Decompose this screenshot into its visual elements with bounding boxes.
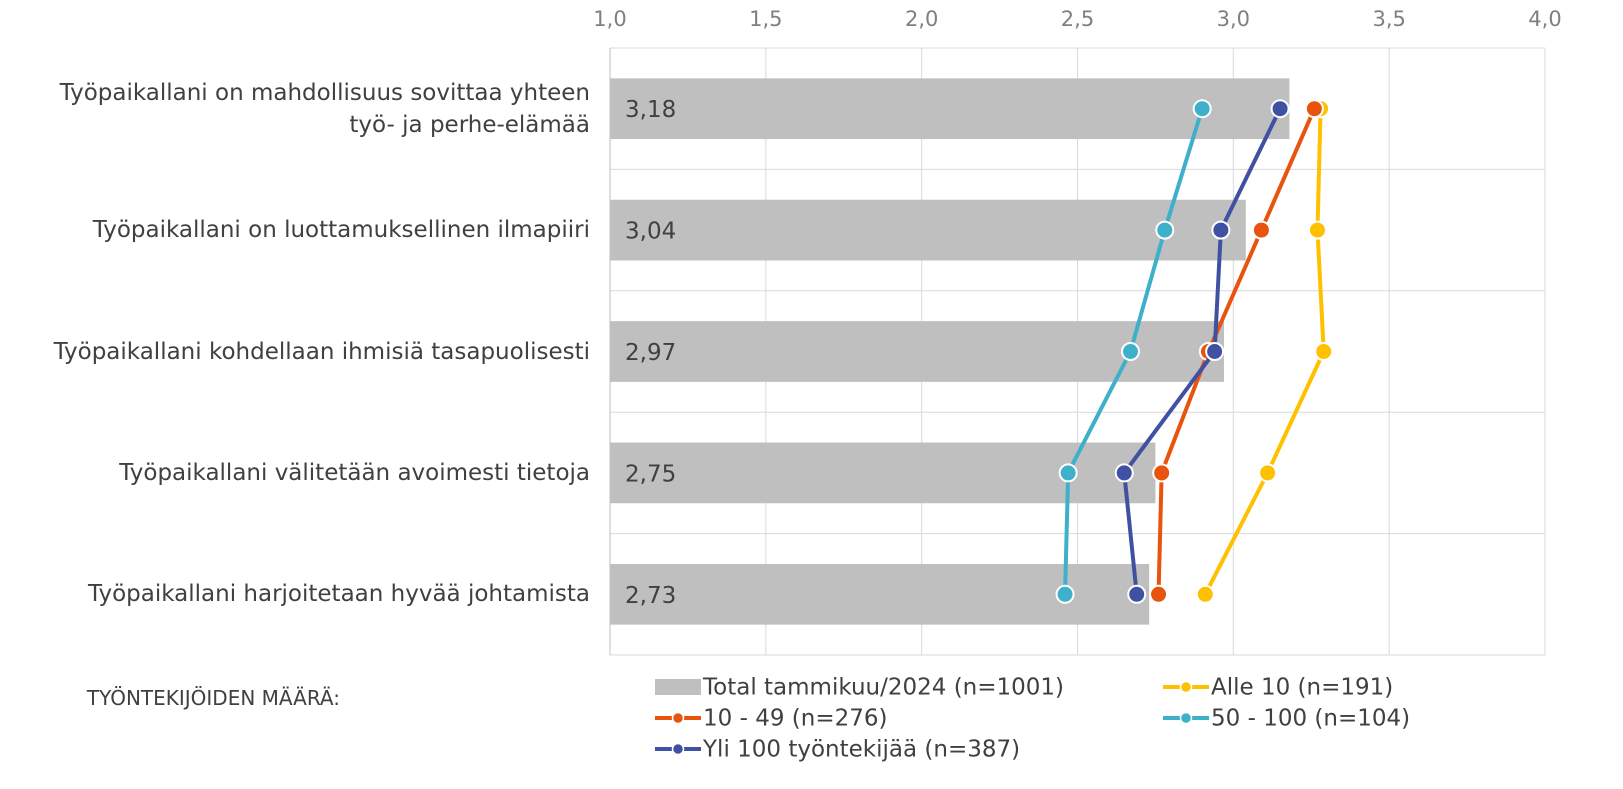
y-tick-label: Työpaikallani välitetään avoimesti tieto… bbox=[119, 459, 590, 486]
y-tick-label: Työpaikallani harjoitetaan hyvää johtami… bbox=[88, 581, 590, 608]
data-label: 3,18 bbox=[625, 97, 676, 123]
marker bbox=[1211, 220, 1231, 240]
x-tick-label: 3,5 bbox=[1372, 7, 1405, 31]
legend-swatch bbox=[671, 742, 685, 756]
x-tick-label: 2,0 bbox=[905, 7, 938, 31]
legend-swatch bbox=[1179, 680, 1193, 694]
marker bbox=[1155, 220, 1175, 240]
marker bbox=[1195, 584, 1215, 604]
legend-label: Total tammikuu/2024 (n=1001) bbox=[702, 675, 1064, 701]
x-tick-label: 4,0 bbox=[1528, 7, 1561, 31]
marker bbox=[1270, 99, 1290, 119]
x-tick-label: 1,0 bbox=[593, 7, 626, 31]
legend-label: Alle 10 (n=191) bbox=[1211, 675, 1393, 701]
legend-swatch bbox=[671, 711, 685, 725]
bar bbox=[610, 78, 1290, 140]
marker bbox=[1307, 220, 1327, 240]
marker bbox=[1058, 463, 1078, 483]
legend-title: TYÖNTEKIJÖIDEN MÄÄRÄ: bbox=[86, 686, 340, 710]
marker bbox=[1127, 584, 1147, 604]
marker bbox=[1251, 220, 1271, 240]
data-label: 2,97 bbox=[625, 340, 676, 366]
marker bbox=[1055, 584, 1075, 604]
marker bbox=[1114, 463, 1134, 483]
y-tick-label: Työpaikallani on luottamuksellinen ilmap… bbox=[92, 217, 590, 244]
legend-swatch bbox=[1179, 711, 1193, 725]
legend-label: 50 - 100 (n=104) bbox=[1211, 706, 1410, 732]
marker bbox=[1314, 342, 1334, 361]
x-tick-label: 2,5 bbox=[1061, 7, 1094, 31]
marker bbox=[1120, 342, 1140, 361]
y-tick-label: Työpaikallani kohdellaan ihmisiä tasapuo… bbox=[53, 338, 590, 365]
marker bbox=[1258, 463, 1278, 483]
data-label: 3,04 bbox=[625, 219, 676, 245]
marker bbox=[1149, 584, 1169, 604]
data-label: 2,73 bbox=[625, 583, 676, 609]
bar bbox=[610, 199, 1246, 261]
data-label: 2,75 bbox=[625, 461, 676, 487]
y-tick-label: Työpaikallani on mahdollisuus sovittaa y… bbox=[59, 79, 590, 138]
marker bbox=[1152, 463, 1172, 483]
marker bbox=[1205, 342, 1225, 361]
marker bbox=[1192, 99, 1212, 119]
marker bbox=[1304, 99, 1324, 119]
legend-label: 10 - 49 (n=276) bbox=[703, 706, 887, 732]
x-tick-label: 1,5 bbox=[749, 7, 782, 31]
legend-swatch bbox=[655, 679, 701, 695]
x-tick-label: 3,0 bbox=[1217, 7, 1250, 31]
legend-label: Yli 100 työntekijää (n=387) bbox=[702, 737, 1020, 763]
